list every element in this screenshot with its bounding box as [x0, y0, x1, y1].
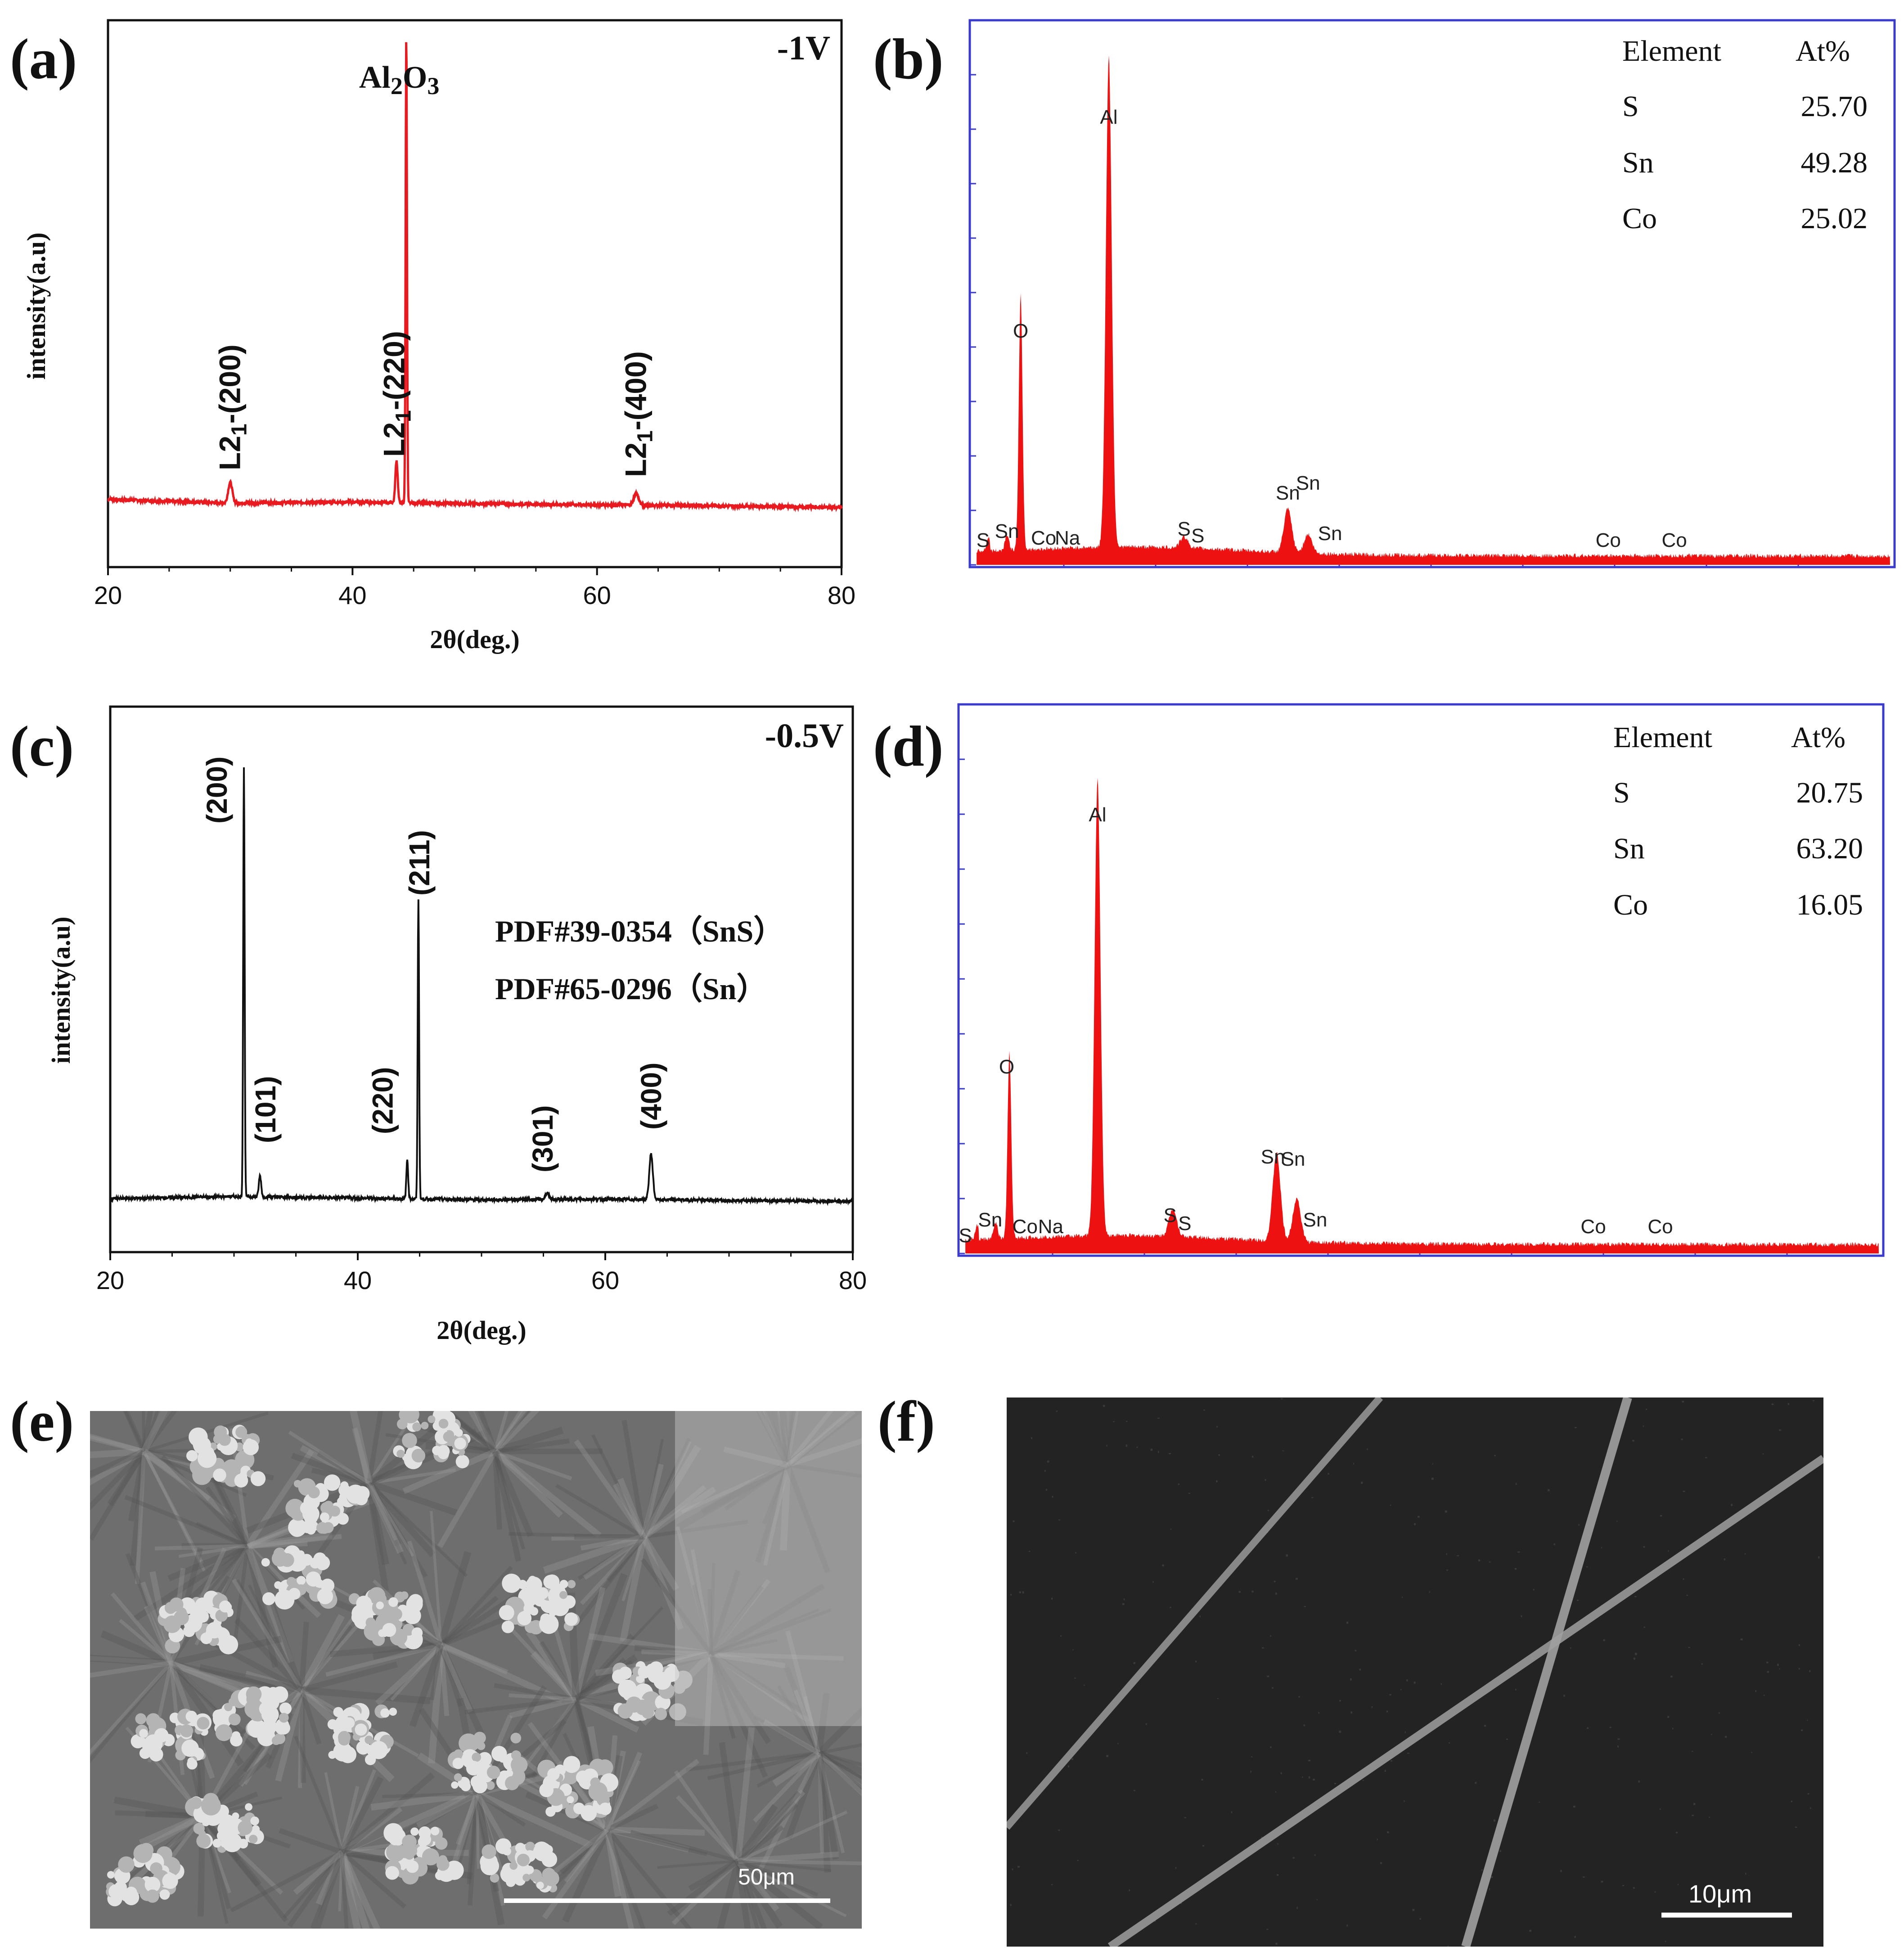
panel-label-d: (d) — [873, 714, 944, 778]
panel-label-c: (c) — [10, 714, 74, 778]
scale-bar-label-f: 10μm — [1688, 1880, 1752, 1908]
annotation-peak: (101) — [249, 1076, 282, 1143]
eds-peak-label: Na — [1038, 1216, 1064, 1238]
eds-peak-label: Sn — [1261, 1146, 1285, 1168]
sem-image-f: 10μm — [1007, 1398, 1823, 1947]
eds-peak-label: Sn — [1276, 482, 1300, 504]
x-tick-label: 60 — [591, 1266, 619, 1294]
eds-spectrum-d — [965, 778, 1879, 1253]
nanowire-3 — [1107, 1455, 1823, 1947]
xrd-chart-c: 20 40 60 80 -0.5V 2θ(deg.) intensity(a.u) P… — [46, 705, 867, 1345]
table-header-at-b: At% — [1796, 35, 1850, 68]
eds-peak-label: O — [1013, 320, 1028, 342]
x-tick-label: 20 — [94, 581, 122, 609]
table-value-d-0: 20.75 — [1796, 776, 1863, 809]
annotation-peak: (211) — [403, 830, 436, 896]
eds-spectrum-b — [977, 55, 1890, 565]
table-element-b-2: Co — [1622, 202, 1657, 235]
x-tick-label: 80 — [828, 581, 855, 609]
eds-frame-b — [968, 19, 1896, 568]
table-value-b-1: 49.28 — [1801, 146, 1868, 179]
eds-peak-label: Na — [1055, 527, 1080, 549]
legend-entry-sns: PDF#39-0354（SnS） — [495, 914, 784, 948]
annotation-al2o3: Al2O3 — [359, 60, 439, 99]
eds-peak-label: S — [1178, 1213, 1191, 1235]
chart-title-a: -1V — [777, 29, 830, 67]
annotation-peak: (400) — [635, 1063, 667, 1130]
eds-peak-label: Sn — [1318, 523, 1342, 545]
xrd-series-c — [109, 767, 854, 1206]
x-axis-label-a: 2θ(deg.) — [430, 625, 519, 654]
y-axis-label-c: intensity(a.u) — [46, 916, 76, 1064]
scale-bar-label-e: 50μm — [738, 1864, 795, 1889]
table-header-at-d: At% — [1791, 721, 1845, 754]
eds-peak-label: Sn — [1296, 472, 1320, 494]
x-tick-label: 40 — [338, 581, 366, 609]
y-axis-label-a: intensity(a.u) — [22, 232, 51, 379]
x-tick-label: 40 — [344, 1266, 372, 1294]
eds-peak-label: S — [977, 529, 990, 551]
legend-entry-sn: PDF#65-0296（Sn） — [495, 972, 767, 1006]
eds-peak-label: Sn — [995, 520, 1019, 542]
eds-peak-label: S — [1163, 1204, 1176, 1226]
eds-peak-label: Co — [1596, 529, 1621, 551]
xrd-series-a — [107, 42, 843, 513]
xrd-chart-a: 20 40 60 80 -1V 2θ(deg.) intensity(a.u) Al2… — [22, 19, 855, 654]
x-tick-label: 80 — [839, 1266, 867, 1294]
sem-image-e: 50μm — [90, 1411, 862, 1929]
table-header-element-d: Element — [1613, 721, 1712, 754]
eds-peak-label: S — [1178, 518, 1191, 540]
panel-label-e: (e) — [10, 1389, 74, 1453]
table-element-b-1: Sn — [1622, 146, 1654, 179]
eds-frame-d — [957, 703, 1885, 1257]
table-value-d-1: 63.20 — [1796, 832, 1863, 865]
eds-peak-label: S — [959, 1225, 972, 1247]
table-element-d-2: Co — [1613, 888, 1648, 921]
table-value-b-0: 25.70 — [1801, 90, 1868, 123]
plot-frame-a — [107, 19, 843, 568]
eds-peak-label: O — [999, 1056, 1014, 1078]
annotation-peak: (200) — [201, 757, 233, 824]
eds-peak-label: Al — [1100, 106, 1117, 128]
annotation-peak: (220) — [366, 1067, 399, 1134]
annotation-peak: L21-(200) — [213, 344, 252, 470]
eds-peak-label: Co — [1031, 527, 1056, 549]
panel-label-a: (a) — [10, 27, 77, 91]
panel-label-b: (b) — [873, 27, 944, 91]
table-element-d-1: Sn — [1613, 832, 1645, 865]
x-tick-label: 60 — [583, 581, 611, 609]
eds-peak-label: Co — [1661, 529, 1687, 551]
eds-peak-label: Co — [1580, 1216, 1606, 1238]
table-element-b-0: S — [1622, 90, 1639, 123]
eds-peak-label: Co — [1647, 1216, 1673, 1238]
panel-label-f: (f) — [878, 1389, 935, 1453]
x-axis-label-c: 2θ(deg.) — [437, 1316, 526, 1345]
nanowire-1 — [1007, 1398, 1383, 1830]
annotation-peak: (301) — [527, 1105, 559, 1172]
x-tick-label: 20 — [96, 1266, 124, 1294]
chart-title-c: -0.5V — [765, 717, 844, 755]
eds-peak-label: Sn — [978, 1209, 1002, 1231]
eds-peak-label: Sn — [1303, 1209, 1328, 1231]
eds-peak-label: Sn — [1281, 1148, 1305, 1170]
eds-peak-label: Co — [1013, 1216, 1038, 1238]
table-header-element-b: Element — [1622, 35, 1721, 68]
eds-peak-label: Al — [1089, 804, 1106, 826]
annotation-peak: L21-(400) — [619, 351, 657, 477]
table-value-d-2: 16.05 — [1796, 888, 1863, 921]
annotation-peak: L21-(220) — [377, 331, 415, 457]
table-element-d-0: S — [1613, 776, 1630, 809]
table-value-b-2: 25.02 — [1801, 202, 1868, 235]
eds-peak-label: S — [1191, 525, 1204, 547]
nanowire-2 — [1461, 1398, 1632, 1947]
